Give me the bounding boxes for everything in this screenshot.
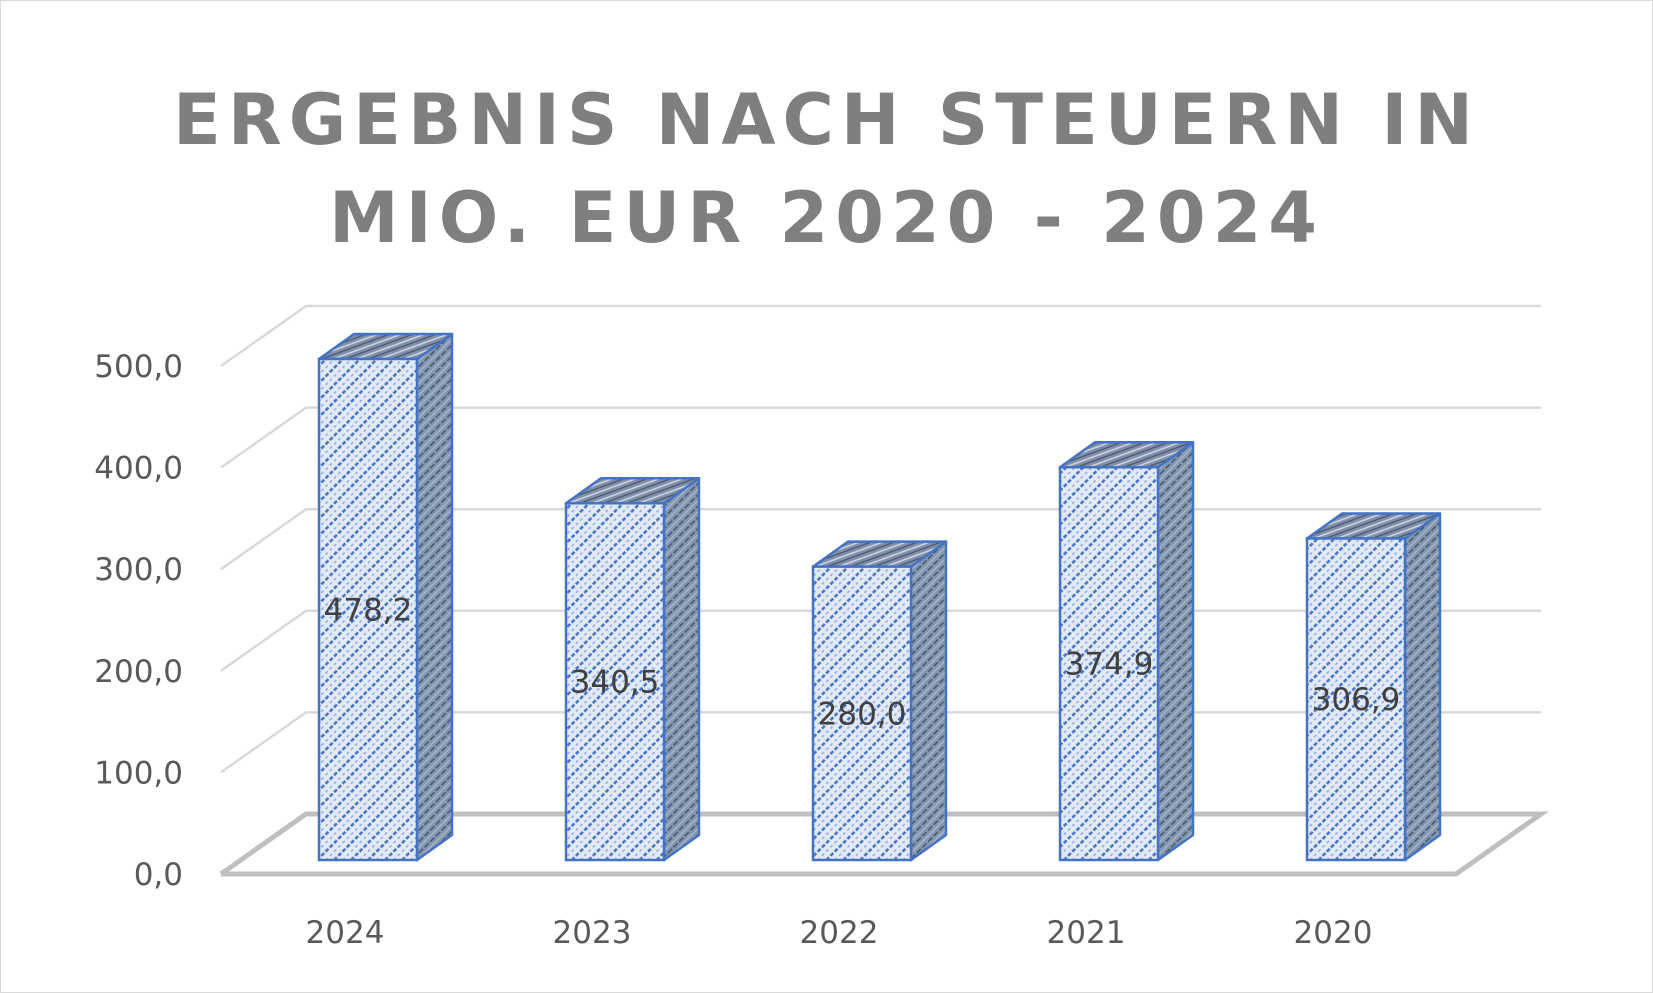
y-tick-label: 0,0 (134, 857, 183, 893)
gridline (220, 304, 1541, 368)
bar-front-face (1058, 465, 1160, 862)
chart-title-line-2: MIO. EUR 2020 - 2024 (328, 177, 1324, 259)
x-tick-label: 2021 (1047, 915, 1126, 951)
bar-front-face (317, 357, 419, 862)
bar-front-face (564, 502, 666, 862)
x-tick-label: 2020 (1294, 915, 1373, 951)
data-labels: 478,2 340,5 280,0 374,9 306,9 (324, 593, 1401, 733)
y-tick-label: 300,0 (94, 552, 183, 588)
y-axis-tick-labels: 0,0 100,0 200,0 300,0 400,0 500,0 (94, 349, 183, 893)
bar-front-face (811, 565, 913, 862)
chart-floor (219, 811, 1549, 877)
bar-side-face (662, 477, 701, 862)
y-tick-label: 200,0 (94, 654, 183, 690)
x-tick-label: 2024 (306, 915, 385, 951)
chart-title-line-1: ERGEBNIS NACH STEUERN IN (173, 79, 1480, 161)
bar-front-face (1305, 537, 1407, 862)
bar-side-face (1156, 440, 1195, 862)
bar (317, 332, 454, 862)
gridline (220, 406, 1541, 469)
x-axis-tick-labels: 2024 2023 2022 2021 2020 (306, 915, 1373, 951)
bar (811, 540, 948, 862)
data-label: 306,9 (1312, 682, 1401, 718)
bars (317, 332, 1442, 862)
bar (1058, 440, 1195, 862)
y-tick-label: 400,0 (94, 451, 183, 487)
data-label: 280,0 (818, 696, 907, 732)
floor-outline (219, 811, 1549, 877)
x-tick-label: 2022 (800, 915, 879, 951)
data-label: 374,9 (1065, 647, 1154, 683)
chart-title: ERGEBNIS NACH STEUERN IN MIO. EUR 2020 -… (1, 71, 1652, 267)
bar-side-face (415, 332, 454, 862)
y-tick-label: 500,0 (94, 349, 183, 385)
bar-side-face (1403, 512, 1442, 862)
data-label: 478,2 (324, 593, 413, 629)
bar (564, 477, 701, 862)
data-label: 340,5 (571, 665, 660, 701)
y-tick-label: 100,0 (94, 755, 183, 791)
bar (1305, 512, 1442, 862)
bar-side-face (909, 540, 948, 862)
x-tick-label: 2023 (553, 915, 632, 951)
